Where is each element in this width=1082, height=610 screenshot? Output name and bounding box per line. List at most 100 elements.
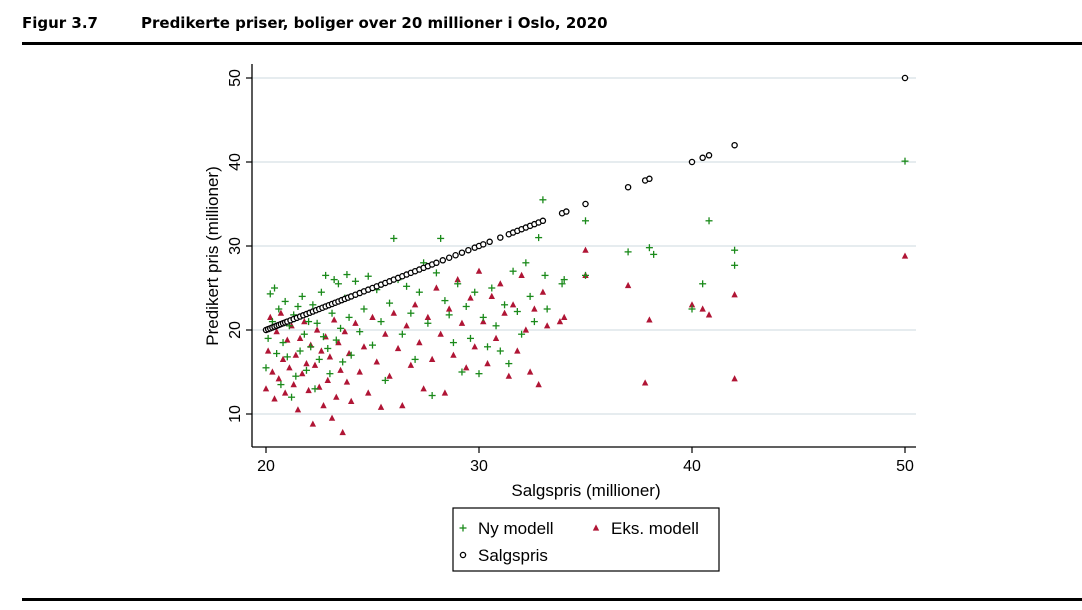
point-triangle (294, 406, 302, 413)
point-plus (415, 288, 423, 296)
point-plus (688, 305, 696, 313)
point-plus (526, 292, 534, 300)
point-triangle (328, 414, 336, 421)
point-triangle (313, 326, 321, 333)
point-circle (452, 251, 459, 259)
point-triangle (275, 375, 282, 382)
point-plus (364, 272, 372, 280)
point-plus (488, 284, 496, 292)
point-circle (497, 234, 504, 241)
y-tick-label: 50 (227, 69, 244, 87)
point-triangle (365, 389, 372, 396)
point-plus (398, 330, 406, 338)
series-circle (262, 74, 909, 334)
point-triangle (377, 403, 385, 410)
point-plus (377, 318, 385, 326)
point-triangle (335, 339, 342, 346)
point-triangle (343, 378, 351, 385)
point-plus (292, 372, 300, 380)
point-triangle (445, 305, 453, 312)
point-triangle (269, 368, 276, 375)
point-plus (505, 360, 513, 368)
point-plus (518, 330, 526, 338)
x-axis-label: Salgspris (millioner) (511, 481, 660, 500)
point-triangle (699, 305, 706, 312)
point-triangle (403, 322, 410, 329)
point-triangle (901, 252, 909, 259)
figure-number: Figur 3.7 (22, 14, 98, 32)
point-plus (449, 339, 457, 347)
point-plus (277, 381, 285, 389)
point-circle (433, 259, 440, 267)
scatter-chart: 10 20 30 40 50 20 30 40 50 Salgspris (millioner)… (203, 64, 916, 572)
legend-marker-plus (459, 524, 467, 532)
point-plus (475, 370, 483, 378)
point-circle (465, 246, 472, 254)
top-rule (22, 42, 1082, 45)
point-circle (646, 175, 653, 183)
point-triangle (290, 381, 297, 388)
point-triangle (416, 339, 423, 346)
point-triangle (688, 301, 696, 308)
point-triangle (311, 361, 319, 368)
point-plus (313, 319, 321, 327)
point-plus (539, 196, 547, 204)
point-triangle (292, 351, 300, 358)
point-plus (369, 341, 376, 349)
point-circle (705, 152, 713, 159)
point-plus (360, 305, 368, 313)
point-triangle (301, 318, 308, 325)
axes (251, 64, 916, 448)
point-triangle (286, 364, 293, 371)
point-triangle (318, 347, 325, 354)
point-plus (351, 277, 359, 285)
point-plus (279, 339, 287, 347)
point-triangle (299, 370, 306, 377)
point-triangle (333, 393, 340, 400)
point-triangle (262, 385, 270, 392)
point-plus (501, 301, 509, 309)
point-triangle (309, 420, 317, 427)
point-plus (462, 302, 470, 310)
point-plus (322, 271, 330, 279)
y-tick-label: 40 (227, 153, 244, 171)
point-triangle (303, 360, 310, 367)
point-plus (294, 302, 302, 310)
point-plus (311, 385, 319, 393)
point-plus (513, 308, 521, 316)
point-triangle (582, 246, 589, 253)
point-plus (445, 311, 453, 319)
point-plus (650, 250, 658, 258)
point-triangle (624, 281, 632, 289)
point-triangle (561, 313, 568, 320)
point-triangle (514, 347, 521, 354)
point-plus (530, 318, 538, 326)
point-triangle (731, 375, 738, 382)
x-tick-label: 40 (683, 458, 701, 475)
point-circle (688, 158, 696, 166)
point-plus (543, 305, 551, 313)
point-triangle (407, 361, 415, 368)
point-triangle (273, 328, 280, 335)
point-circle (458, 249, 466, 256)
point-triangle (352, 319, 359, 326)
point-plus (386, 299, 394, 307)
point-triangle (279, 355, 287, 362)
figure-title: Predikerte priser, boliger over 20 milli… (141, 14, 608, 32)
point-plus (560, 276, 568, 284)
point-triangle (369, 313, 376, 320)
point-plus (332, 336, 340, 344)
y-axis-label: Predikert pris (millioner) (203, 166, 222, 345)
point-circle (439, 257, 447, 264)
point-triangle (539, 288, 547, 295)
point-plus (522, 259, 530, 267)
point-triangle (428, 355, 436, 362)
point-plus (266, 290, 274, 298)
point-triangle (556, 318, 564, 325)
point-triangle (399, 402, 406, 409)
point-triangle (531, 305, 538, 312)
point-plus (437, 234, 445, 242)
legend-marker-circle (459, 551, 467, 559)
point-triangle (411, 301, 419, 308)
point-plus (309, 301, 317, 309)
